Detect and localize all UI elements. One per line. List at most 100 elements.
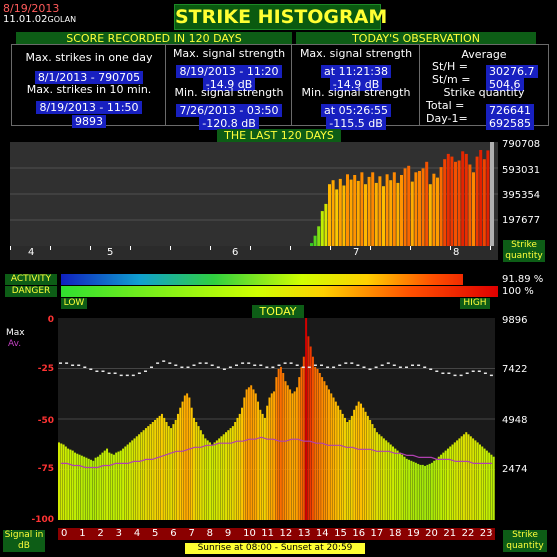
current-date: 8/19/2013 [3,2,60,15]
interval-bar [444,450,447,520]
hour-label: 13 [297,528,311,539]
today-min-signal-time: at 05:26:55 [321,104,391,117]
interval-bar [192,417,195,520]
min-signal-time: 7/26/2013 - 03:50 [176,104,282,117]
interval-bar [90,459,93,520]
interval-bar [458,438,461,520]
day-bar [371,172,375,246]
max-signal-mark [386,362,390,364]
interval-bar [74,452,77,520]
interval-bar [80,455,83,520]
interval-bar [289,389,292,520]
interval-bar [199,430,202,520]
interval-bar [449,446,452,520]
station-name: GOLAN [47,15,77,24]
interval-bar [366,415,369,520]
st-h-label: St/H = [432,60,468,73]
interval-bar [62,444,65,520]
interval-bar [485,450,488,520]
hour-label: 9 [224,528,232,539]
interval-bar [360,403,362,520]
interval-bar [83,456,86,520]
max-strikes-day-label: Max. strikes in one day [25,51,153,64]
max-signal-mark [441,372,445,374]
interval-bar [213,442,216,520]
interval-bar [442,452,445,520]
interval-bar [229,428,232,520]
today-db-axis: 0 -25 -50 -75 -100 [31,311,58,527]
month-tick [330,246,331,250]
interval-bar [273,391,276,520]
month-label: 8 [453,247,460,258]
interval-bar [387,442,390,520]
hour-label: 1 [79,528,86,539]
month-tick [170,246,171,250]
interval-bar [76,453,79,520]
interval-bar [346,422,349,520]
hour-label: 10 [243,528,256,539]
day-bar [317,226,321,246]
interval-bar [142,430,145,520]
max-signal-mark [392,364,396,366]
interval-bar [435,458,438,520]
qty-tick: 7422 [502,364,528,375]
interval-bar [135,436,138,520]
interval-bar [279,366,282,520]
interval-bar [275,377,278,520]
month-tick [130,246,131,250]
day-bar [364,184,367,246]
day-bar [457,160,461,246]
hour-label: 17 [370,528,384,539]
interval-bar [334,401,337,520]
max-signal-mark [453,374,457,377]
interval-bar [154,420,157,520]
interval-bar [236,417,239,520]
max-signal-mark [192,364,196,366]
interval-bar [170,428,173,520]
interval-bar [437,456,440,520]
max-signal-mark [301,366,305,368]
high-label: HIGH [460,298,490,309]
day-bar [482,159,486,246]
qty-tick: 2474 [502,464,528,475]
max-signal-mark [350,362,354,364]
interval-bar [218,438,221,520]
interval-bar [122,448,125,520]
interval-bar [176,413,179,520]
interval-bar [60,443,63,520]
last-120-days-heading: THE LAST 120 DAYS [217,129,341,142]
y-tick-2: 593031 [502,165,541,176]
day-bar [446,153,450,246]
hour-label: 3 [115,528,122,539]
interval-bar [327,389,330,520]
interval-bar [87,458,90,520]
hour-axis: 0 1 2 3 4 5 6 7 8 9 10 11 12 13 14 15 16 17 18 19 20 21 22 23 [58,528,495,540]
db-tick: -100 [31,515,54,525]
hour-label: 20 [425,528,438,539]
hour-label: 4 [133,528,141,539]
max-signal-mark [338,364,342,366]
interval-bar [353,409,356,520]
danger-label: DANGER [5,286,57,297]
interval-bar [64,446,67,520]
max-signal-mark [247,362,251,364]
interval-bar [202,434,205,520]
day-bar [313,235,317,246]
interval-bar [293,391,296,520]
interval-bar [124,446,127,520]
activity-unfilled [462,274,498,285]
interval-bar [238,413,241,520]
interval-bar [382,438,385,520]
max-signal-mark [380,364,384,366]
interval-bar [268,397,271,520]
interval-bar [378,434,381,520]
interval-bar [250,385,253,520]
interval-bar [421,464,424,520]
hour-label: 8 [206,528,214,539]
interval-bar [465,432,468,520]
activity-gradient-bar [61,274,498,285]
month-tick [90,246,91,250]
interval-bar [225,432,228,520]
max-signal-mark [71,364,75,366]
today-observation-heading: TODAY'S OBSERVATION [296,32,536,45]
